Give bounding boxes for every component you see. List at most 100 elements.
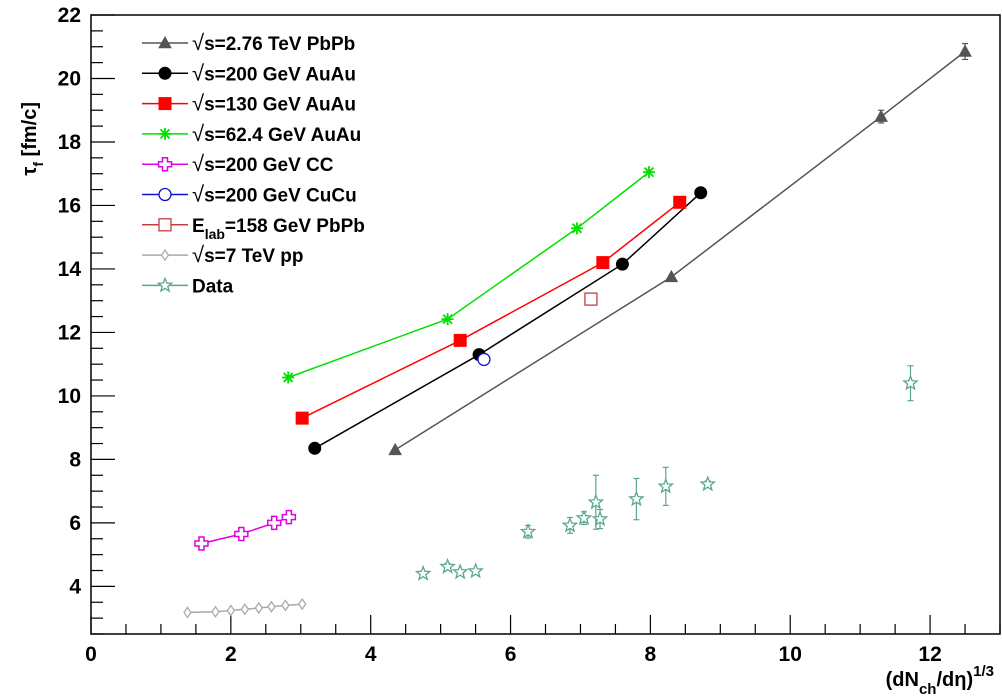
data-point <box>266 515 282 531</box>
legend-marker <box>160 248 170 262</box>
data-point <box>694 186 708 200</box>
series-line <box>301 201 681 419</box>
legend-marker <box>158 66 172 80</box>
legend-entry-1: √s=200 GeV AuAu <box>142 60 356 85</box>
y-tick-label: 14 <box>58 258 82 281</box>
legend: √s=2.76 TeV PbPb √s=200 GeV AuAu √s=130 Ge… <box>142 30 365 297</box>
data-point <box>234 526 249 542</box>
legend-entry-3: √s=62.4 GeV AuAu <box>142 121 361 146</box>
data-point <box>584 292 598 306</box>
series-line <box>287 171 650 379</box>
series-6 <box>584 292 598 306</box>
series-8 <box>414 365 919 581</box>
x-axis-label: (dNch/dη)1/3 <box>886 663 994 698</box>
legend-label: √s=130 GeV AuAu <box>192 91 356 116</box>
legend-label: Elab=158 GeV PbPb <box>192 216 365 242</box>
data-point <box>615 257 629 271</box>
data-point <box>226 604 236 617</box>
data-point <box>958 44 972 57</box>
legend-entry-0: √s=2.76 TeV PbPb <box>142 30 355 55</box>
y-axis-label: τf [fm/c] <box>19 102 46 176</box>
y-tick-label: 16 <box>58 194 81 217</box>
legend-label: √s=200 GeV AuAu <box>192 60 356 85</box>
legend-marker <box>158 35 172 49</box>
legend-marker <box>159 127 171 140</box>
data-point <box>561 516 579 533</box>
legend-marker <box>158 187 172 202</box>
data-point <box>211 605 220 618</box>
data-point <box>282 371 295 384</box>
legend-entry-5: √s=200 GeV CuCu <box>142 182 357 207</box>
data-point <box>874 109 888 122</box>
data-point <box>281 599 290 612</box>
data-point <box>575 509 593 526</box>
data-point <box>414 564 432 581</box>
legend-entry-2: √s=130 GeV AuAu <box>142 91 356 116</box>
data-point <box>388 442 403 456</box>
data-point <box>587 493 605 510</box>
axis-ticks: 0 2 4 6 8 10 12 4 6 8 10 12 14 16 18 20 22 <box>58 4 1001 666</box>
y-tick-label: 6 <box>69 512 81 535</box>
legend-marker <box>158 97 172 111</box>
data-point <box>570 222 583 235</box>
x-tick-label: 10 <box>779 643 802 666</box>
y-tick-label: 22 <box>58 4 81 27</box>
data-point <box>628 490 645 507</box>
x-tick-label: 6 <box>505 643 517 666</box>
legend-label: √s=7 TeV pp <box>192 242 304 267</box>
data-point <box>902 374 919 391</box>
data-point <box>308 441 322 455</box>
data-point <box>297 598 307 611</box>
series-2 <box>295 195 687 425</box>
data-point <box>295 411 309 425</box>
series-7 <box>183 598 307 619</box>
data-point <box>664 269 679 283</box>
legend-label: √s=62.4 GeV AuAu <box>192 121 361 146</box>
data-point <box>519 522 537 539</box>
data-point <box>657 477 675 494</box>
legend-marker <box>156 276 174 293</box>
data-point <box>642 166 655 179</box>
legend-marker <box>158 218 172 232</box>
data-point <box>477 352 491 367</box>
data-point <box>591 510 609 527</box>
y-tick-label: 20 <box>58 67 81 90</box>
data-point <box>254 601 264 615</box>
legend-label: √s=200 GeV CuCu <box>192 182 357 207</box>
series-line <box>201 516 290 545</box>
series-line <box>314 192 702 449</box>
y-tick-label: 18 <box>58 131 82 154</box>
x-tick-label: 12 <box>918 643 941 666</box>
data-point <box>281 509 297 525</box>
y-tick-label: 12 <box>58 321 81 344</box>
series-5 <box>477 352 491 367</box>
data-point <box>467 562 484 579</box>
data-point <box>183 606 192 619</box>
series-4 <box>194 509 297 551</box>
series-line <box>394 50 966 451</box>
x-tick-label: 0 <box>85 643 97 666</box>
legend-label: Data <box>192 276 234 297</box>
x-tick-label: 8 <box>645 643 657 666</box>
data-point <box>439 557 456 574</box>
data-point <box>267 600 276 613</box>
x-tick-label: 2 <box>225 643 237 666</box>
series-3 <box>282 166 655 384</box>
y-tick-label: 8 <box>69 448 81 471</box>
legend-entry-6: Elab=158 GeV PbPb <box>142 216 365 242</box>
data-point <box>441 313 454 326</box>
data-point <box>240 603 250 616</box>
y-tick-label: 10 <box>58 385 81 408</box>
data-point <box>596 256 610 270</box>
data-point <box>673 195 687 209</box>
x-tick-label: 4 <box>365 643 377 666</box>
legend-label: √s=2.76 TeV PbPb <box>192 30 355 55</box>
data-point <box>451 563 469 580</box>
y-tick-label: 4 <box>69 575 81 598</box>
legend-entry-8: Data <box>142 276 234 297</box>
data-series <box>183 42 972 619</box>
legend-entry-7: √s=7 TeV pp <box>142 242 304 267</box>
legend-marker <box>157 156 173 172</box>
